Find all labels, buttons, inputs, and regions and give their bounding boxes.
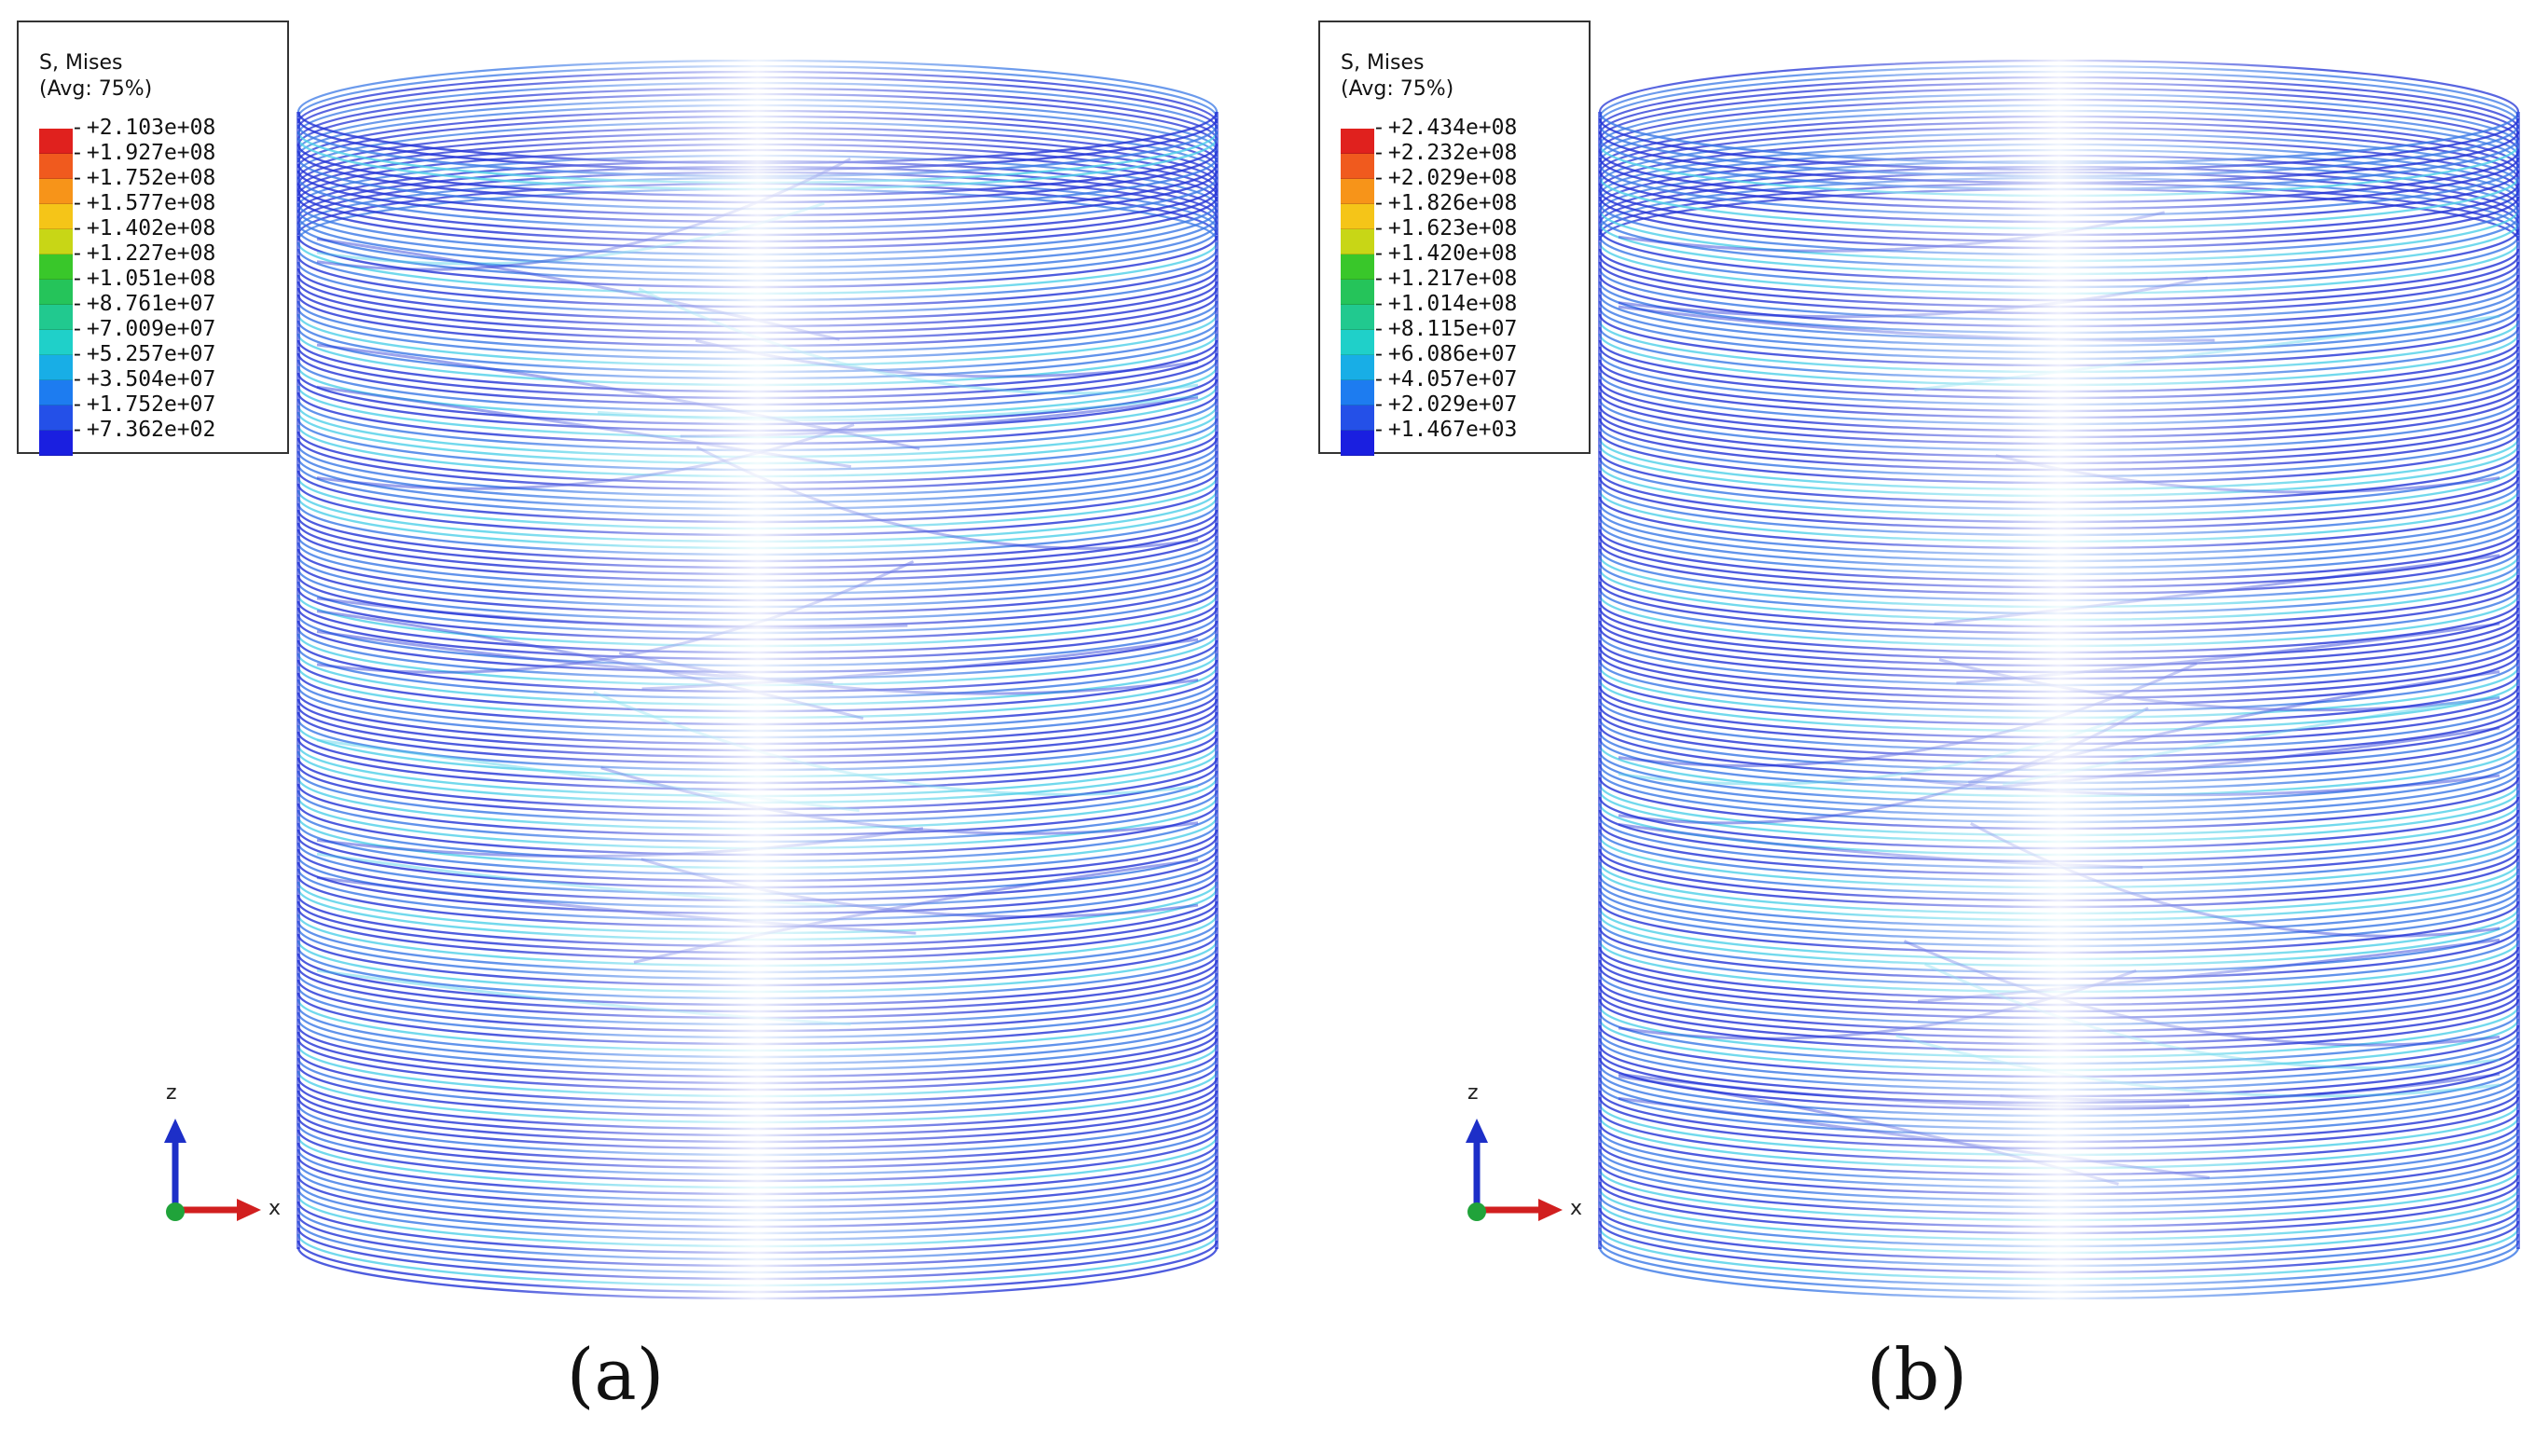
legend-title-line1: S, Mises xyxy=(1341,51,1425,75)
legend-swatch xyxy=(39,355,73,380)
legend-swatch xyxy=(1341,129,1374,154)
legend-title-line2: (Avg: 75%) xyxy=(39,77,153,101)
legend-value: +1.826e+08 xyxy=(1372,191,1517,216)
legend-swatch xyxy=(39,431,73,456)
legend-colorbar-a xyxy=(39,129,73,456)
legend-swatch xyxy=(1341,229,1374,254)
legend-value: +1.217e+08 xyxy=(1372,267,1517,292)
cylinder-stress-plot-b xyxy=(1598,37,2520,1324)
legend-value: +7.362e+02 xyxy=(71,418,215,443)
legend-value: +1.752e+08 xyxy=(71,166,215,191)
legend-title-line2: (Avg: 75%) xyxy=(1341,77,1454,101)
legend-values-b: +2.434e+08 +2.232e+08 +2.029e+08 +1.826e… xyxy=(1372,116,1517,443)
legend-title-line1: S, Mises xyxy=(39,51,123,75)
legend-swatch xyxy=(1341,280,1374,305)
legend-value: +7.009e+07 xyxy=(71,317,215,342)
low-stress-band xyxy=(1798,37,2321,1324)
legend-swatch xyxy=(1341,305,1374,330)
axis-triad-b: z x xyxy=(1451,1081,1591,1240)
legend-value: +8.115e+07 xyxy=(1372,317,1517,342)
legend-value: +1.752e+07 xyxy=(71,392,215,418)
legend-swatch xyxy=(1341,254,1374,280)
panel-a: S, Mises (Avg: 75%) +2.103e+08 +1.927e+0… xyxy=(0,0,1260,1456)
legend-value: +8.761e+07 xyxy=(71,292,215,317)
legend-value: +2.434e+08 xyxy=(1372,116,1517,141)
legend-value: +1.014e+08 xyxy=(1372,292,1517,317)
legend-value: +1.227e+08 xyxy=(71,241,215,267)
legend-swatch xyxy=(1341,204,1374,229)
legend-swatch xyxy=(1341,405,1374,431)
axis-x-label: x xyxy=(269,1197,282,1220)
axis-z-label: z xyxy=(1467,1081,1479,1105)
legend-swatch xyxy=(39,254,73,280)
legend-swatch xyxy=(1341,355,1374,380)
legend-swatch xyxy=(1341,431,1374,456)
legend-swatch xyxy=(1341,179,1374,204)
axis-triad-a: z x xyxy=(149,1081,289,1240)
legend-swatch xyxy=(1341,380,1374,405)
legend-title-a: S, Mises (Avg: 75%) xyxy=(39,50,152,103)
low-stress-band xyxy=(496,37,1019,1324)
legend-swatch xyxy=(39,204,73,229)
caption-b: (b) xyxy=(1867,1333,1967,1416)
axis-triad-icon xyxy=(164,1119,261,1221)
stress-legend-a: S, Mises (Avg: 75%) +2.103e+08 +1.927e+0… xyxy=(17,21,289,456)
legend-values-a: +2.103e+08 +1.927e+08 +1.752e+08 +1.577e… xyxy=(71,116,215,443)
stress-legend-b: S, Mises (Avg: 75%) +2.434e+08 +2.232e+0… xyxy=(1318,21,1591,456)
legend-value: +2.029e+07 xyxy=(1372,392,1517,418)
legend-swatch xyxy=(1341,154,1374,179)
legend-value: +1.927e+08 xyxy=(71,141,215,166)
legend-value: +1.467e+03 xyxy=(1372,418,1517,443)
legend-value: +4.057e+07 xyxy=(1372,367,1517,392)
caption-a: (a) xyxy=(566,1333,665,1416)
cylinder-stress-plot-a xyxy=(296,37,1219,1324)
legend-value: +5.257e+07 xyxy=(71,342,215,367)
legend-swatch xyxy=(39,154,73,179)
axis-z-label: z xyxy=(166,1081,177,1105)
legend-swatch xyxy=(39,330,73,355)
axis-x-label: x xyxy=(1570,1197,1583,1220)
legend-swatch xyxy=(39,129,73,154)
legend-value: +6.086e+07 xyxy=(1372,342,1517,367)
legend-value: +3.504e+07 xyxy=(71,367,215,392)
panel-b: S, Mises (Avg: 75%) +2.434e+08 +2.232e+0… xyxy=(1302,0,2521,1456)
legend-swatch xyxy=(39,305,73,330)
legend-swatch xyxy=(39,179,73,204)
legend-swatch xyxy=(39,405,73,431)
legend-value: +2.029e+08 xyxy=(1372,166,1517,191)
legend-title-b: S, Mises (Avg: 75%) xyxy=(1341,50,1453,103)
legend-value: +1.051e+08 xyxy=(71,267,215,292)
legend-colorbar-b xyxy=(1341,129,1374,456)
legend-value: +1.420e+08 xyxy=(1372,241,1517,267)
legend-swatch xyxy=(1341,330,1374,355)
legend-swatch xyxy=(39,229,73,254)
legend-value: +1.577e+08 xyxy=(71,191,215,216)
axis-triad-icon xyxy=(1466,1119,1563,1221)
legend-value: +1.623e+08 xyxy=(1372,216,1517,241)
legend-swatch xyxy=(39,380,73,405)
legend-value: +2.232e+08 xyxy=(1372,141,1517,166)
legend-swatch xyxy=(39,280,73,305)
legend-value: +2.103e+08 xyxy=(71,116,215,141)
legend-value: +1.402e+08 xyxy=(71,216,215,241)
